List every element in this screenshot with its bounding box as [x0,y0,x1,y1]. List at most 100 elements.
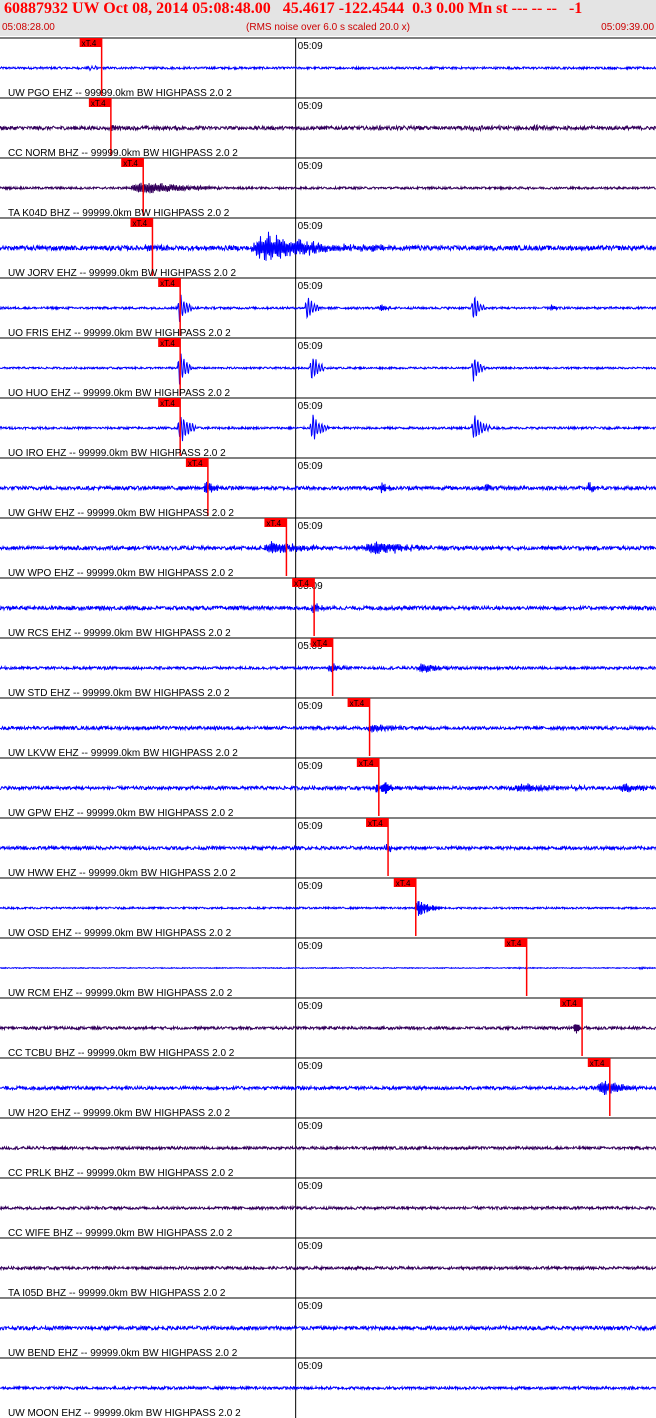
station-label: UW BEND EHZ -- 99999.0km BW HIGHPASS 2.0… [8,1348,238,1359]
station-label: UW RCS EHZ -- 99999.0km BW HIGHPASS 2.0 … [8,628,231,639]
pick-label: xT.4 [590,1059,605,1068]
waveform-trace [0,541,656,555]
end-time: 05:09:39.00 [601,22,654,33]
waveform-trace [0,965,656,971]
station-label: UO HUO EHZ -- 99999.0km BW HIGHPASS 2.0 … [8,388,231,399]
pick-label: xT.4 [350,699,365,708]
minute-mark-label: 05:09 [298,161,323,172]
pick-label: xT.4 [82,39,97,48]
pick-label: xT.4 [562,999,577,1008]
station-trace-row: 05:09 xT.4 UW RCM EHZ -- 99999.0km BW HIGH… [0,937,656,999]
waveform-trace [0,123,656,133]
waveform-trace [0,844,656,853]
pick-label: xT.4 [313,639,328,648]
header-bar: 60887932 UW Oct 08, 2014 05:08:48.00 45.… [0,0,656,36]
station-trace-row: 05:09 xT.4 UW JORV EHZ -- 99999.0km BW HIG… [0,217,656,279]
waveform-trace [0,1144,656,1152]
station-trace-row: 05:09 xT.4 UW OSD EHZ -- 99999.0km BW HIGH… [0,877,656,939]
pick-flag [158,278,181,287]
minute-mark-label: 05:09 [298,1001,323,1012]
minute-mark-label: 05:09 [298,41,323,52]
waveform-trace [0,64,656,72]
station-trace-row: 05:09 xT.4 UO HUO EHZ -- 99999.0km BW HIGH… [0,337,656,399]
station-trace-row: 05:09 xT.4 CC NORM BHZ -- 99999.0km BW HIG… [0,97,656,159]
pick-flag [292,578,315,587]
station-label: UW GPW EHZ -- 99999.0km BW HIGHPASS 2.0 … [8,808,234,819]
station-label: UW LKVW EHZ -- 99999.0km BW HIGHPASS 2.0… [8,748,238,759]
station-label: UO FRIS EHZ -- 99999.0km BW HIGHPASS 2.0… [8,328,231,339]
minute-mark-label: 05:09 [298,341,323,352]
waveform-trace [0,1264,656,1272]
pick-label: xT.4 [396,879,411,888]
pick-flag [504,938,527,947]
minute-mark-label: 05:09 [298,1301,323,1312]
station-trace-row: 05:09 CC PRLK BHZ -- 99999.0km BW HIGHPAS… [0,1117,656,1179]
station-label: CC PRLK BHZ -- 99999.0km BW HIGHPASS 2.0… [8,1168,234,1179]
minute-mark-label: 05:09 [298,1361,323,1372]
minute-mark-label: 05:09 [298,941,323,952]
waveform-trace [0,1204,656,1212]
waveform-trace [0,414,656,442]
station-label: CC WIFE BHZ -- 99999.0km BW HIGHPASS 2.0… [8,1228,233,1239]
station-label: CC NORM BHZ -- 99999.0km BW HIGHPASS 2.0… [8,148,238,159]
station-label: TA I05D BHZ -- 99999.0km BW HIGHPASS 2.0… [8,1288,226,1299]
waveform-trace [0,1324,656,1332]
minute-mark-label: 05:09 [298,221,323,232]
pick-flag [121,158,144,167]
pick-label: xT.4 [160,339,175,348]
waveform-trace [0,663,656,674]
waveform-trace [0,782,656,794]
station-trace-row: 05:09 xT.4 UW PGO EHZ -- 99999.0km BW HIGH… [0,37,656,99]
minute-mark-label: 05:09 [298,821,323,832]
pick-flag [587,1058,610,1067]
minute-mark-label: 05:09 [298,281,323,292]
pick-flag [130,218,153,227]
minute-mark-label: 05:09 [298,641,323,652]
station-label: UW MOON EHZ -- 99999.0km BW HIGHPASS 2.0… [8,1408,241,1418]
station-trace-row: 05:09 xT.4 CC TCBU BHZ -- 99999.0km BW HIG… [0,997,656,1059]
pick-flag [560,998,583,1007]
minute-mark-label: 05:09 [298,881,323,892]
pick-label: xT.4 [91,99,106,108]
pick-label: xT.4 [359,759,374,768]
waveform-trace [0,294,656,322]
station-trace-row: 05:09 UW BEND EHZ -- 99999.0km BW HIGHPAS… [0,1297,656,1359]
station-trace-row: 05:09 xT.4 UW WPO EHZ -- 99999.0km BW HIGH… [0,517,656,579]
pick-flag [88,98,111,107]
pick-flag [79,38,102,47]
waveform-trace [0,901,656,916]
start-time: 05:08:28.00 [2,22,55,33]
pick-flag [185,458,208,467]
station-label: UW H2O EHZ -- 99999.0km BW HIGHPASS 2.0 … [8,1108,231,1119]
station-label: UW GHW EHZ -- 99999.0km BW HIGHPASS 2.0 … [8,508,234,519]
station-label: UW STD EHZ -- 99999.0km BW HIGHPASS 2.0 … [8,688,230,699]
minute-mark-label: 05:09 [298,1241,323,1252]
station-label: CC TCBU BHZ -- 99999.0km BW HIGHPASS 2.0… [8,1048,235,1059]
minute-mark-label: 05:09 [298,521,323,532]
pick-flag [264,518,287,527]
station-label: UW WPO EHZ -- 99999.0km BW HIGHPASS 2.0 … [8,568,234,579]
event-title: 60887932 UW Oct 08, 2014 05:08:48.00 45.… [4,0,583,17]
station-trace-row: 05:09 TA I05D BHZ -- 99999.0km BW HIGHPAS… [0,1237,656,1299]
pick-label: xT.4 [266,519,281,528]
waveform-trace [0,182,656,195]
minute-mark-label: 05:09 [298,1121,323,1132]
pick-label: xT.4 [368,819,383,828]
station-label: UW HWW EHZ -- 99999.0km BW HIGHPASS 2.0 … [8,868,236,879]
station-trace-row: 05:09 UW MOON EHZ -- 99999.0km BW HIGHPAS… [0,1357,656,1418]
pick-label: xT.4 [160,399,175,408]
pick-label: xT.4 [123,159,138,168]
station-label: UO IRO EHZ -- 99999.0km BW HIGHPASS 2.0 … [8,448,226,459]
station-trace-row: 05:09 CC WIFE BHZ -- 99999.0km BW HIGHPAS… [0,1177,656,1239]
station-trace-row: 05:09 xT.4 UO IRO EHZ -- 99999.0km BW HIGH… [0,397,656,459]
station-label: UW OSD EHZ -- 99999.0km BW HIGHPASS 2.0 … [8,928,232,939]
station-trace-row: 05:09 xT.4 UW H2O EHZ -- 99999.0km BW HIGH… [0,1057,656,1119]
pick-flag [347,698,370,707]
waveform-trace [0,231,656,261]
station-trace-row: 05:09 xT.4 UW GPW EHZ -- 99999.0km BW HIGH… [0,757,656,819]
station-label: UW PGO EHZ -- 99999.0km BW HIGHPASS 2.0 … [8,88,232,99]
minute-mark-label: 05:09 [298,761,323,772]
pick-flag [310,638,333,647]
